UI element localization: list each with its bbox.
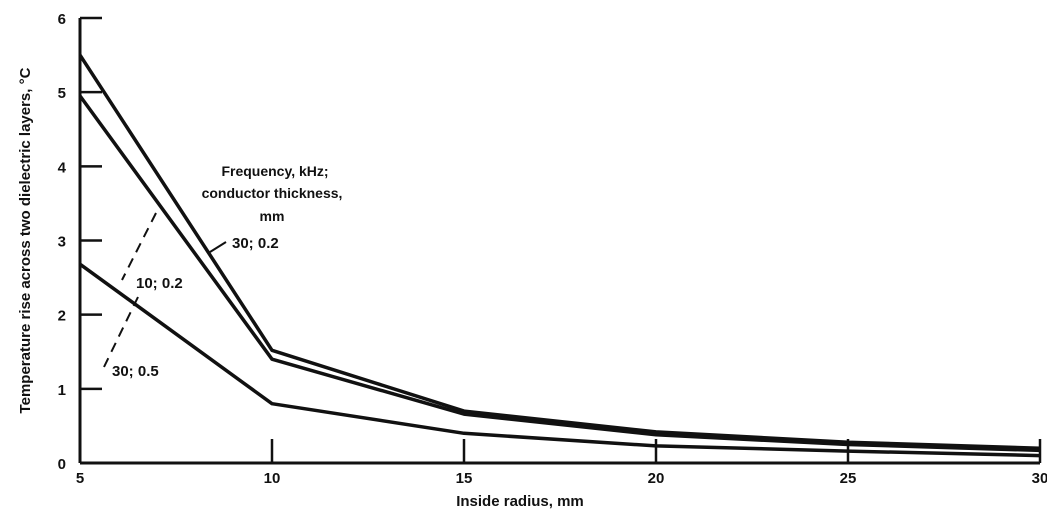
series-line-1 [78, 54, 1041, 450]
series-label-3: 30; 0.5 [112, 363, 159, 380]
annotations: 30; 0.2 10; 0.2 30; 0.5 [103, 212, 279, 380]
x-tick-label-5: 5 [76, 470, 84, 487]
y-tick-label-6: 6 [58, 11, 66, 28]
series-label-2: 10; 0.2 [136, 275, 183, 292]
legend-title: Frequency, kHz; conductor thickness, mm [202, 163, 343, 224]
series-line-2 [78, 94, 1041, 453]
y-axis-label: Temperature rise across two dielectric l… [17, 67, 34, 413]
x-tick-label-25: 25 [840, 470, 857, 487]
y-tick-label-3: 3 [58, 234, 66, 251]
series-label-leader-3 [103, 296, 139, 368]
series-line-3 [78, 262, 1041, 458]
y-tick-label-2: 2 [58, 308, 66, 325]
series-label-leader-2 [121, 212, 157, 281]
series-label-leader-1 [209, 241, 227, 253]
axes [78, 18, 1040, 465]
legend-title-line-2: conductor thickness, [202, 185, 343, 201]
legend-title-line-1: Frequency, kHz; [221, 163, 328, 179]
x-tick-label-15: 15 [456, 470, 473, 487]
series-lines [78, 54, 1041, 458]
y-tick-label-5: 5 [58, 85, 66, 102]
series-label-1: 30; 0.2 [232, 235, 279, 252]
x-axis-label: Inside radius, mm [456, 493, 584, 510]
y-tick-label-0: 0 [58, 456, 66, 473]
legend-title-line-3: mm [260, 208, 285, 224]
x-tick-label-20: 20 [648, 470, 665, 487]
ticks: 5 10 15 20 25 30 0 1 2 3 4 5 6 [58, 11, 1047, 487]
y-tick-label-4: 4 [58, 159, 67, 176]
y-tick-label-1: 1 [58, 382, 66, 399]
x-tick-label-30: 30 [1032, 470, 1047, 487]
x-tick-label-10: 10 [264, 470, 281, 487]
